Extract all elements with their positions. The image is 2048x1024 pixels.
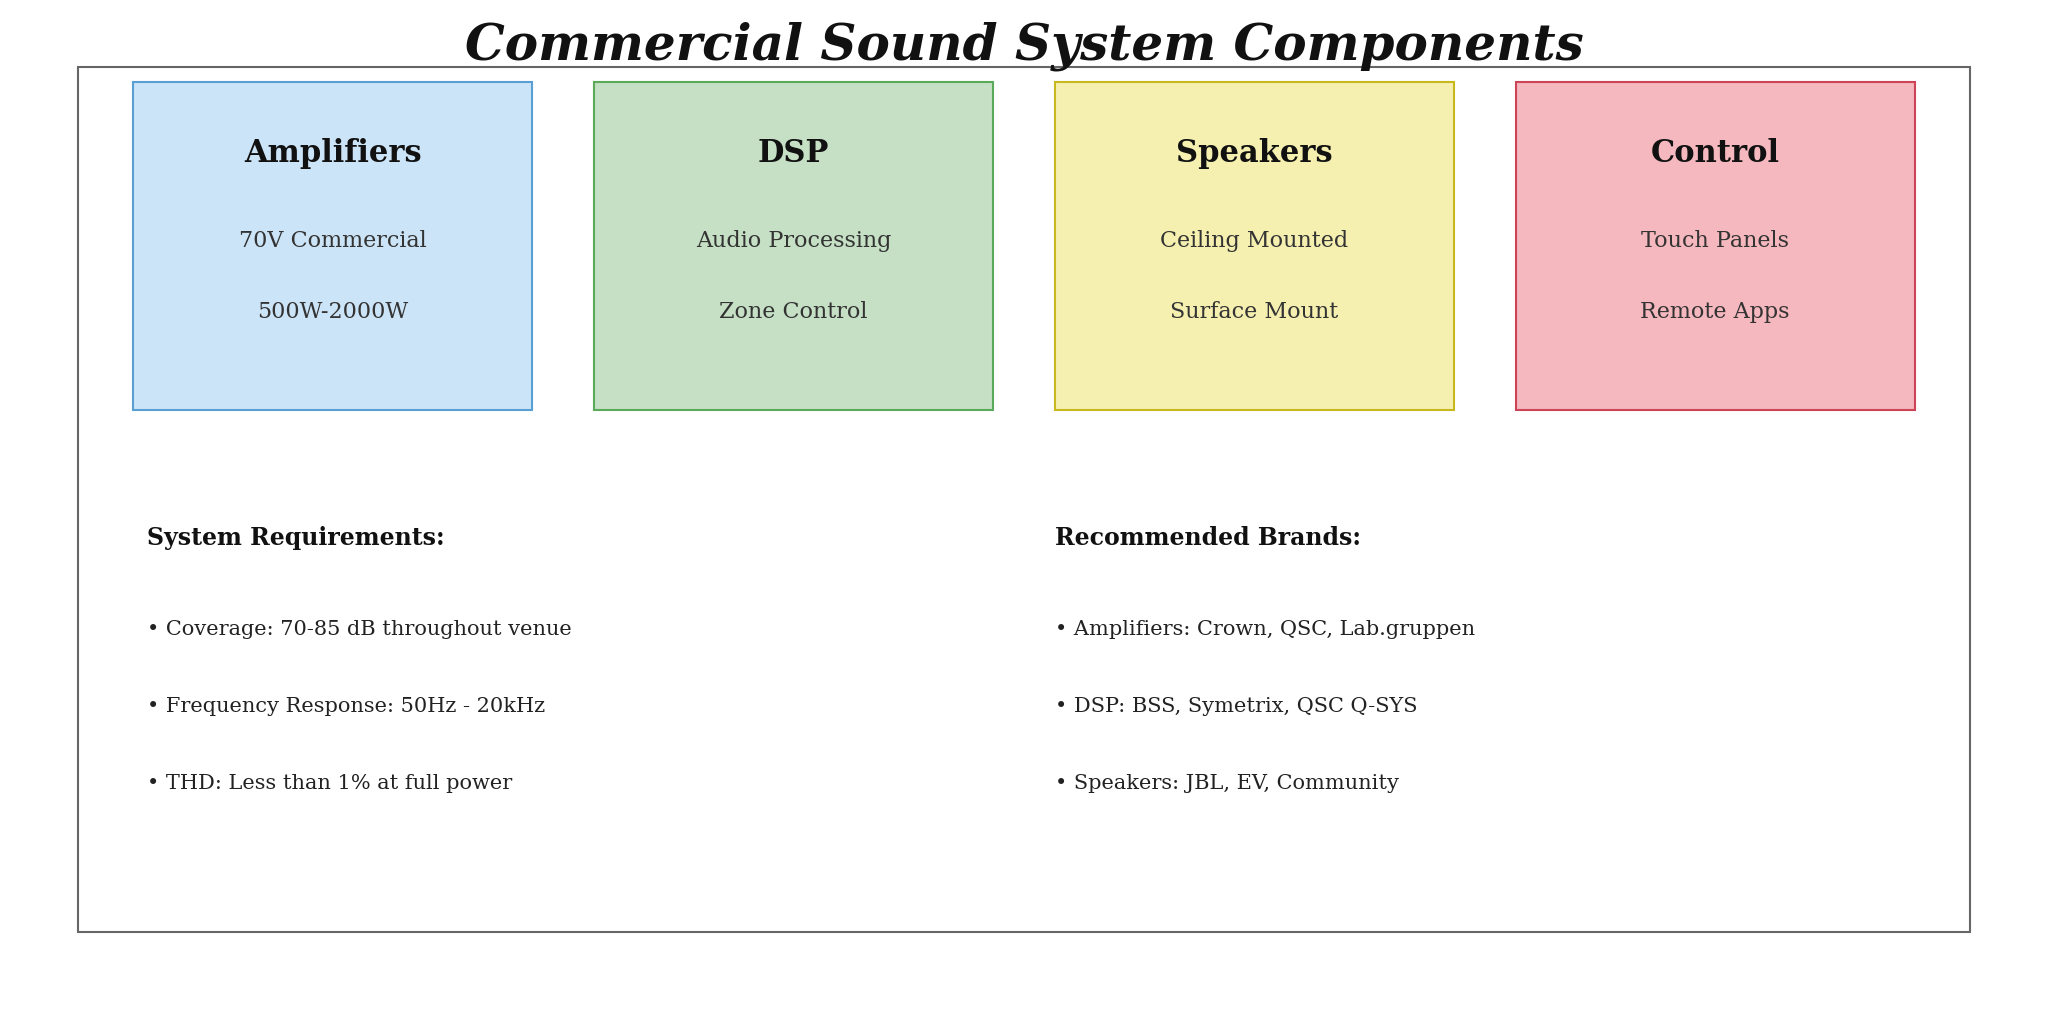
FancyBboxPatch shape xyxy=(78,67,1970,932)
Text: Surface Mount: Surface Mount xyxy=(1169,301,1339,324)
Text: System Requirements:: System Requirements: xyxy=(147,525,444,550)
Text: Control: Control xyxy=(1651,138,1780,169)
Text: Speakers: Speakers xyxy=(1176,138,1333,169)
Text: • DSP: BSS, Symetrix, QSC Q-SYS: • DSP: BSS, Symetrix, QSC Q-SYS xyxy=(1055,697,1417,716)
Text: 500W-2000W: 500W-2000W xyxy=(258,301,408,324)
Text: Remote Apps: Remote Apps xyxy=(1640,301,1790,324)
Text: Touch Panels: Touch Panels xyxy=(1640,229,1790,252)
Text: • Frequency Response: 50Hz - 20kHz: • Frequency Response: 50Hz - 20kHz xyxy=(147,697,545,716)
FancyBboxPatch shape xyxy=(133,82,532,410)
Text: • Coverage: 70-85 dB throughout venue: • Coverage: 70-85 dB throughout venue xyxy=(147,621,571,639)
Text: Recommended Brands:: Recommended Brands: xyxy=(1055,525,1360,550)
Text: Zone Control: Zone Control xyxy=(719,301,868,324)
Text: • Amplifiers: Crown, QSC, Lab.gruppen: • Amplifiers: Crown, QSC, Lab.gruppen xyxy=(1055,621,1475,639)
Text: Commercial Sound System Components: Commercial Sound System Components xyxy=(465,22,1583,71)
Text: 70V Commercial: 70V Commercial xyxy=(240,229,426,252)
Text: DSP: DSP xyxy=(758,138,829,169)
FancyBboxPatch shape xyxy=(1055,82,1454,410)
Text: Ceiling Mounted: Ceiling Mounted xyxy=(1161,229,1348,252)
Text: Audio Processing: Audio Processing xyxy=(696,229,891,252)
FancyBboxPatch shape xyxy=(594,82,993,410)
Text: • Speakers: JBL, EV, Community: • Speakers: JBL, EV, Community xyxy=(1055,774,1399,793)
FancyBboxPatch shape xyxy=(1516,82,1915,410)
Text: Amplifiers: Amplifiers xyxy=(244,138,422,169)
Text: • THD: Less than 1% at full power: • THD: Less than 1% at full power xyxy=(147,774,512,793)
